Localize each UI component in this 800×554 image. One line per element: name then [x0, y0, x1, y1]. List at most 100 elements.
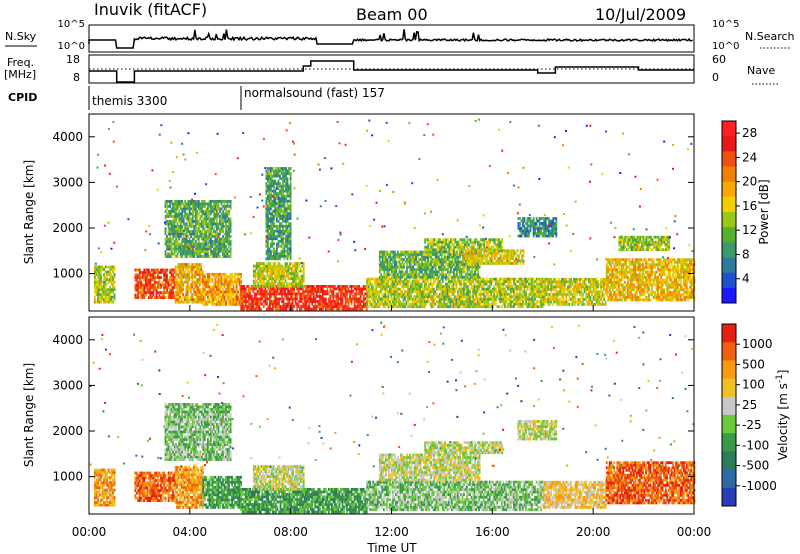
power-cell [430, 260, 433, 264]
power-cell [423, 292, 426, 296]
power-cell [167, 205, 170, 208]
power-cell [200, 280, 203, 284]
power-cell [179, 217, 182, 221]
power-cell [98, 300, 101, 304]
power-cell [520, 277, 523, 281]
power-cell [143, 271, 146, 274]
power-cell [505, 305, 508, 309]
power-cell [296, 287, 298, 291]
power-cell [265, 222, 268, 226]
power-cell [182, 240, 185, 243]
power-cell [210, 210, 212, 213]
power-cell [271, 167, 274, 170]
power-cell [398, 280, 400, 283]
power-cell [386, 250, 389, 254]
power-cell [283, 197, 286, 200]
power-cell [497, 292, 500, 296]
power-cell [282, 194, 284, 198]
power-cell [409, 260, 411, 264]
power-cell [407, 295, 409, 299]
power-cell [194, 275, 197, 279]
power-cell [452, 290, 455, 294]
power-cell [437, 260, 440, 264]
power-cell [240, 292, 243, 296]
power-cell [94, 275, 96, 279]
power-cell [228, 298, 230, 301]
power-cell [202, 220, 205, 223]
power-cell [244, 297, 247, 301]
power-cell [424, 255, 427, 259]
power-cell [497, 305, 500, 309]
power-cell [428, 290, 431, 294]
power-cell [184, 245, 187, 248]
power-cell [366, 297, 369, 301]
power-cell [176, 293, 178, 296]
power-cell [198, 265, 201, 269]
power-cell [454, 282, 456, 286]
power-cell [220, 225, 223, 228]
power-cell [286, 182, 289, 185]
power-cell [478, 277, 480, 281]
power-cell [184, 227, 187, 231]
power-cell [189, 298, 192, 301]
power-cell [194, 212, 197, 216]
power-cell [258, 287, 261, 291]
power-cell [110, 298, 113, 301]
power-cell [467, 297, 470, 301]
power-cell [416, 295, 418, 299]
power-cell [433, 263, 436, 266]
power-cell [500, 277, 503, 281]
power-cell [517, 297, 520, 301]
power-cell [262, 295, 265, 298]
power-cell [134, 273, 137, 277]
power-cell [173, 281, 176, 284]
power-cell [180, 290, 183, 294]
power-cell [179, 247, 182, 251]
power-cell [276, 242, 278, 246]
power-cell [217, 242, 220, 246]
power-cell [287, 272, 290, 275]
power-cell [366, 300, 369, 304]
power-cell [395, 277, 397, 281]
power-cell [422, 253, 425, 256]
power-cell [433, 260, 436, 264]
power-cell [220, 247, 223, 251]
power-cell [487, 302, 490, 306]
power-cell [541, 297, 544, 301]
power-cell [148, 288, 150, 292]
power-cell [440, 258, 443, 261]
power-cell [188, 255, 191, 258]
power-cell [268, 252, 271, 256]
power-cell [438, 297, 441, 301]
power-cell [381, 265, 384, 269]
power-cell [493, 297, 496, 301]
power-cell [453, 253, 455, 256]
power-cell [392, 280, 394, 283]
power-cell [198, 298, 201, 301]
power-cell [188, 285, 191, 289]
power-cell [185, 280, 188, 284]
power-cell [378, 260, 381, 264]
power-cell [170, 240, 173, 243]
power-cell [490, 297, 493, 301]
power-cell [223, 212, 226, 216]
power-cell [525, 290, 527, 294]
power-cell [329, 297, 332, 301]
power-cell [166, 240, 168, 243]
power-cell [494, 295, 497, 299]
power-cell [208, 255, 211, 258]
power-cell [205, 240, 208, 243]
power-cell [410, 273, 413, 276]
power-cell [158, 286, 161, 289]
power-cell [271, 257, 274, 261]
power-cell [467, 302, 470, 306]
power-cell [531, 277, 533, 281]
power-cell [303, 295, 306, 298]
power-cell [101, 290, 104, 294]
power-cell [478, 297, 480, 301]
power-cell [243, 300, 246, 303]
power-cell [375, 277, 378, 281]
power-cell [279, 229, 281, 233]
power-cell [441, 290, 444, 294]
power-cell [447, 258, 449, 261]
